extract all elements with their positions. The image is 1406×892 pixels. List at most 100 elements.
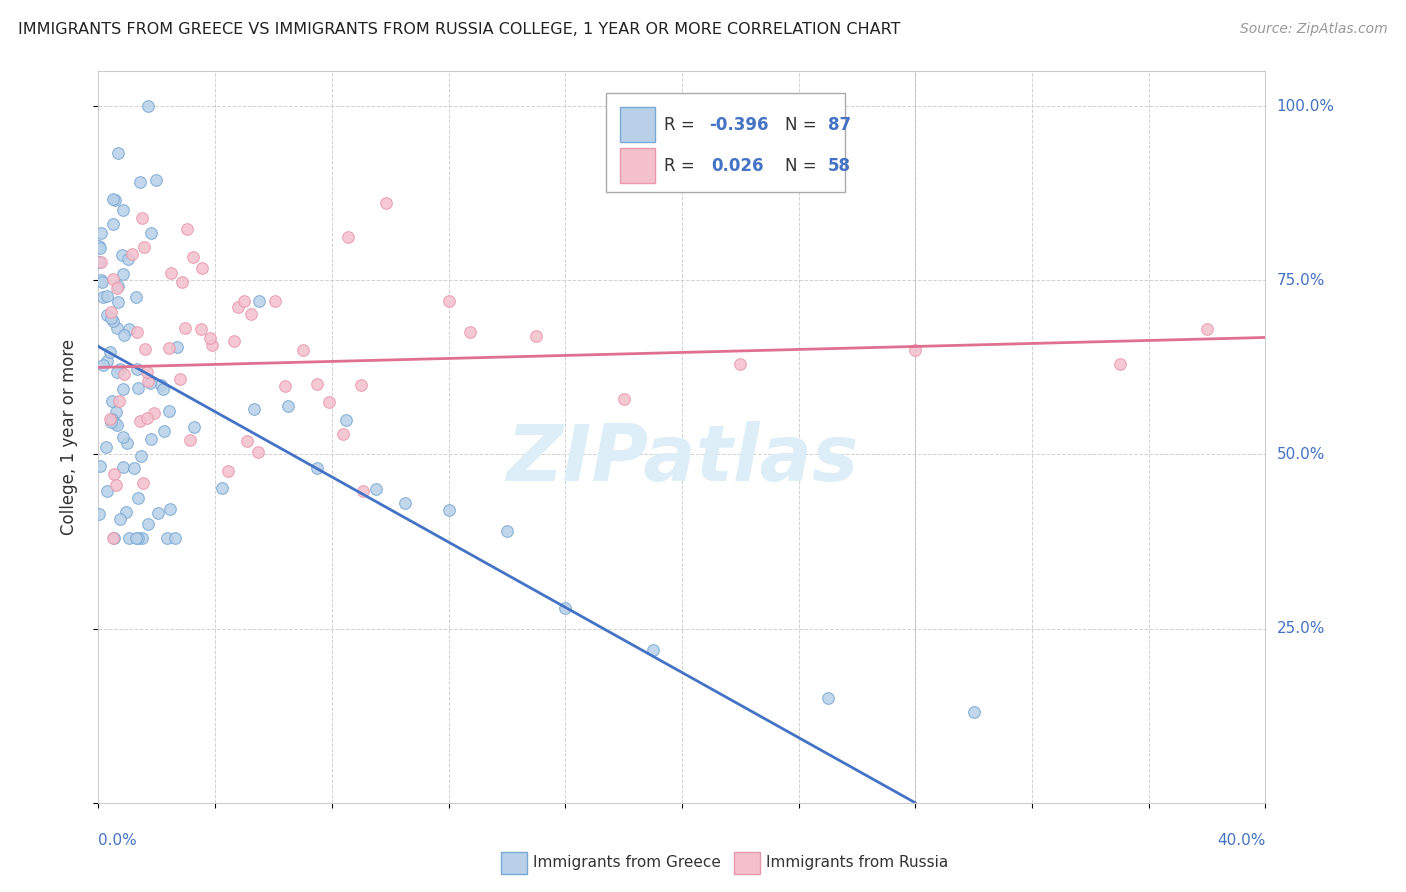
Point — [103, 271, 125, 285]
FancyBboxPatch shape — [734, 852, 761, 874]
Point — [131, 449, 153, 463]
Point — [105, 281, 128, 295]
Point — [101, 193, 124, 207]
Point — [904, 343, 927, 357]
Text: 40.0%: 40.0% — [1218, 833, 1265, 848]
Point — [107, 145, 129, 160]
Point — [89, 239, 111, 253]
Point — [146, 506, 169, 520]
Text: N =: N = — [785, 116, 821, 134]
Point — [100, 305, 122, 319]
Point — [176, 221, 198, 235]
Point — [112, 459, 135, 474]
Text: IMMIGRANTS FROM GREECE VS IMMIGRANTS FROM RUSSIA COLLEGE, 1 YEAR OR MORE CORRELA: IMMIGRANTS FROM GREECE VS IMMIGRANTS FRO… — [18, 22, 901, 37]
Point — [183, 419, 205, 434]
Point — [1108, 357, 1130, 371]
Text: -0.396: -0.396 — [709, 116, 768, 134]
Point — [125, 362, 148, 376]
Point — [98, 345, 121, 359]
Point — [150, 378, 173, 392]
Point — [131, 211, 153, 225]
Point — [90, 255, 112, 269]
Point — [174, 321, 197, 335]
Text: 87: 87 — [828, 116, 851, 134]
Point — [89, 242, 111, 256]
FancyBboxPatch shape — [606, 94, 845, 192]
Point — [240, 307, 263, 321]
Point — [226, 300, 249, 314]
Point — [277, 399, 299, 413]
Point — [105, 478, 128, 492]
Point — [110, 248, 132, 262]
FancyBboxPatch shape — [620, 148, 655, 183]
Point — [117, 322, 139, 336]
Point — [145, 173, 167, 187]
Point — [89, 458, 111, 473]
Point — [89, 507, 111, 521]
Point — [124, 531, 146, 545]
Point — [159, 502, 181, 516]
Point — [437, 294, 460, 309]
Point — [132, 476, 155, 491]
Point — [108, 512, 131, 526]
Point — [112, 382, 135, 396]
Point — [127, 491, 149, 505]
Point — [394, 496, 416, 510]
Point — [274, 379, 297, 393]
Text: Source: ZipAtlas.com: Source: ZipAtlas.com — [1240, 22, 1388, 37]
Point — [364, 483, 387, 497]
Point — [141, 433, 163, 447]
Point — [125, 290, 148, 304]
Text: Immigrants from Greece: Immigrants from Greece — [533, 855, 720, 871]
Point — [170, 276, 193, 290]
Point — [153, 424, 176, 438]
Point — [224, 334, 246, 348]
Point — [181, 250, 204, 264]
Point — [236, 434, 259, 448]
Text: N =: N = — [785, 157, 821, 175]
Point — [291, 343, 314, 357]
Point — [90, 275, 112, 289]
Point — [134, 342, 156, 356]
Point — [163, 531, 186, 545]
Point — [91, 359, 114, 373]
Point — [89, 227, 111, 241]
Text: 58: 58 — [828, 157, 851, 175]
Text: 50.0%: 50.0% — [1277, 447, 1324, 462]
Point — [96, 289, 118, 303]
Point — [96, 308, 118, 322]
Point — [157, 341, 180, 355]
Text: 100.0%: 100.0% — [1277, 99, 1334, 113]
Point — [105, 418, 128, 433]
Text: 0.026: 0.026 — [711, 157, 763, 175]
Point — [307, 377, 329, 392]
Point — [318, 394, 340, 409]
Point — [190, 261, 212, 276]
Point — [332, 427, 354, 442]
Point — [247, 294, 270, 309]
Point — [94, 440, 117, 454]
Text: 25.0%: 25.0% — [1277, 621, 1324, 636]
Point — [166, 340, 188, 354]
Text: Immigrants from Russia: Immigrants from Russia — [766, 855, 948, 871]
Point — [101, 217, 124, 231]
Point — [101, 531, 124, 545]
Point — [200, 330, 222, 344]
Point — [108, 362, 131, 376]
Point — [190, 322, 212, 336]
Point — [352, 484, 374, 499]
Point — [136, 99, 159, 113]
Text: R =: R = — [665, 116, 700, 134]
Point — [1195, 322, 1218, 336]
Point — [91, 290, 114, 304]
Point — [201, 337, 224, 351]
Point — [100, 415, 122, 429]
Point — [96, 483, 118, 498]
Y-axis label: College, 1 year or more: College, 1 year or more — [59, 339, 77, 535]
Point — [103, 531, 125, 545]
Point — [108, 393, 131, 408]
Point — [105, 321, 128, 335]
Point — [128, 175, 150, 189]
Point — [117, 436, 139, 450]
Point — [136, 374, 159, 388]
